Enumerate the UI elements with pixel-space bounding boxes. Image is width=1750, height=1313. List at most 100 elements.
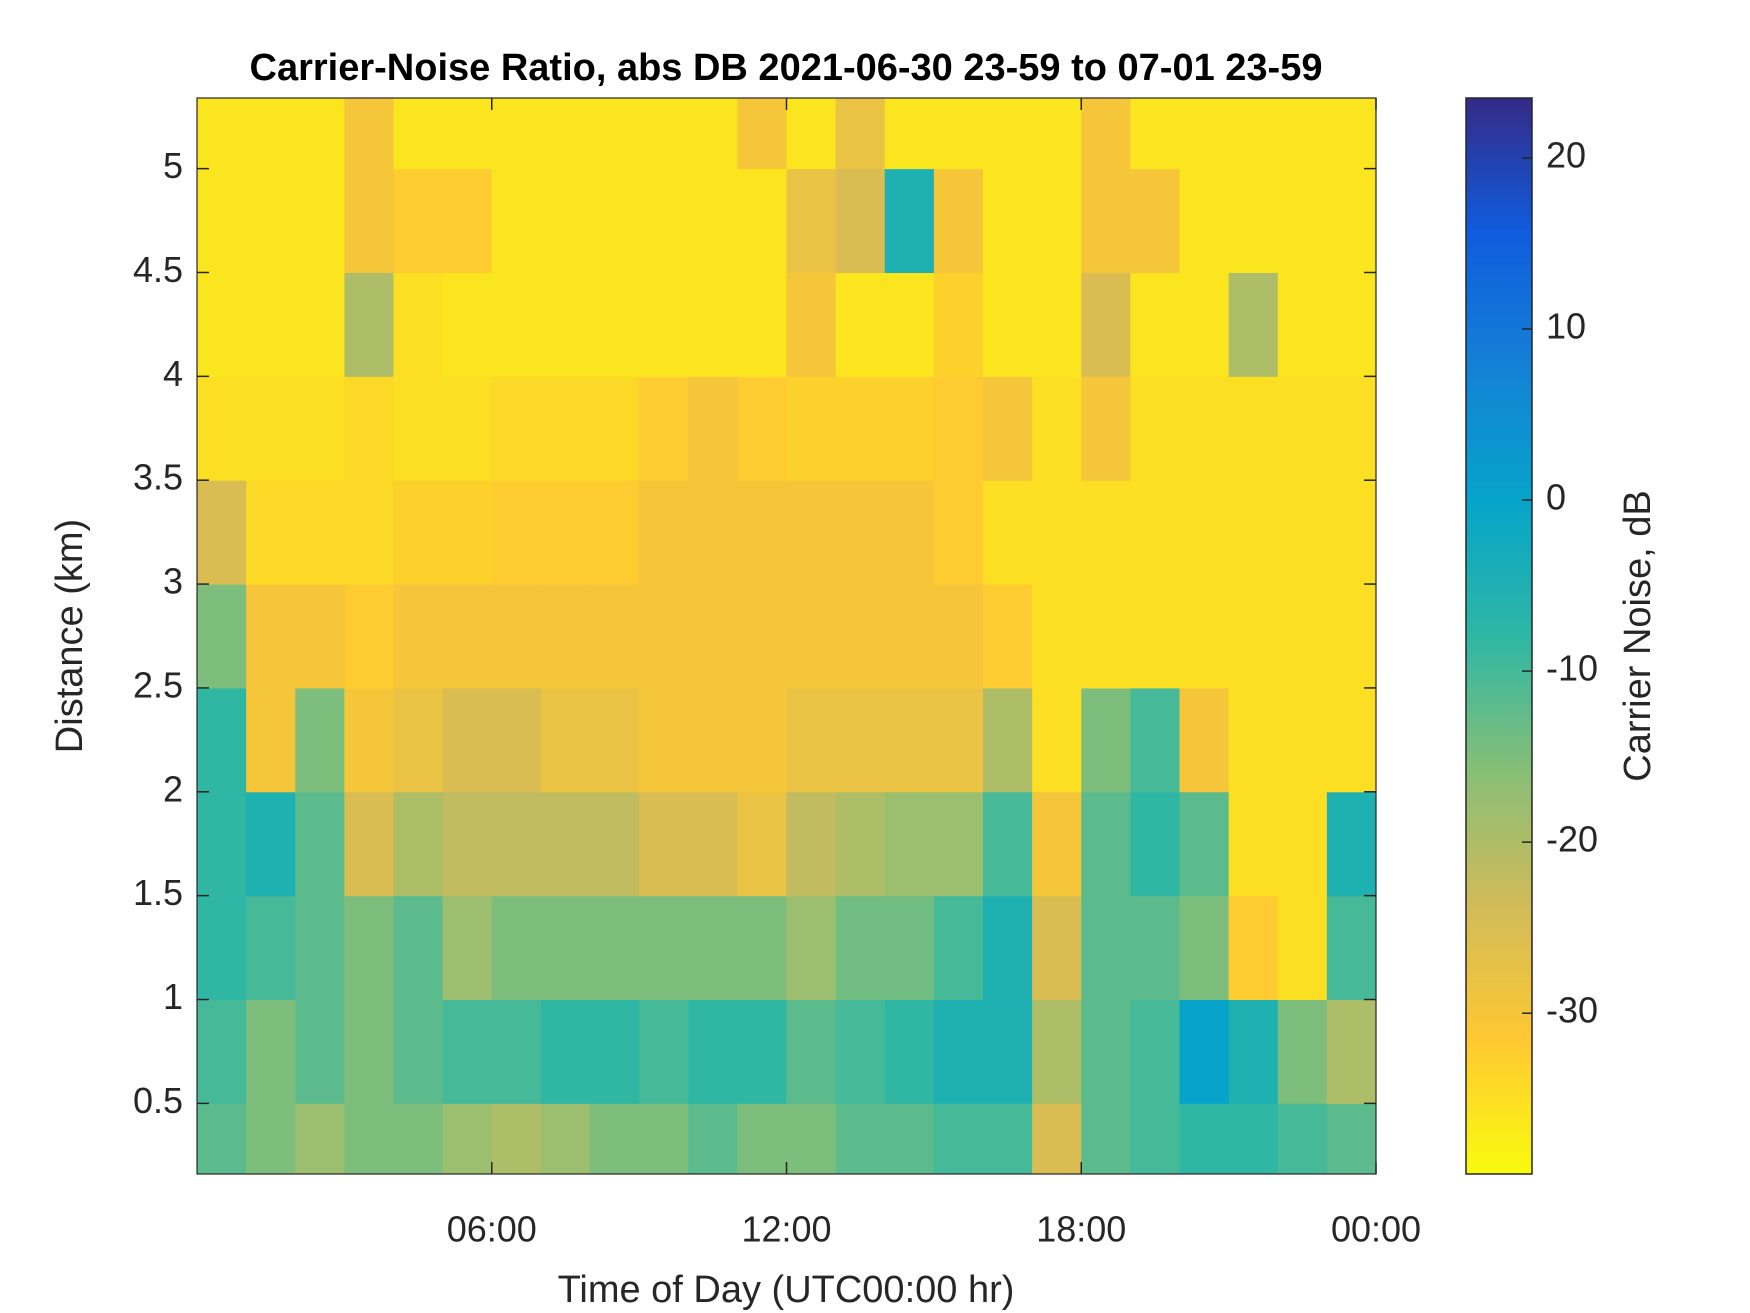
heatmap-cell	[983, 272, 1033, 377]
heatmap-cell	[884, 98, 935, 170]
heatmap-cell	[1277, 791, 1328, 897]
heatmap-cell	[688, 376, 738, 481]
heatmap-cell	[884, 791, 935, 897]
heatmap-cell	[295, 168, 345, 273]
heatmap-cell	[590, 272, 640, 377]
heatmap-cell	[491, 98, 542, 170]
heatmap-cell	[688, 895, 738, 1001]
heatmap-cell	[737, 272, 787, 377]
heatmap-cell	[1179, 480, 1230, 585]
heatmap-cell	[1326, 1103, 1376, 1174]
heatmap-cell	[639, 480, 689, 585]
heatmap-cell	[1130, 480, 1180, 585]
heatmap-cell	[1228, 1103, 1279, 1174]
heatmap-cell	[786, 272, 837, 377]
heatmap-cell	[639, 376, 689, 481]
heatmap-cell	[835, 791, 886, 897]
heatmap-cell	[1179, 376, 1230, 481]
heatmap-cell	[344, 999, 394, 1104]
heatmap-cell	[491, 999, 542, 1104]
heatmap-cell	[246, 687, 296, 793]
heatmap-cell	[688, 168, 738, 273]
heatmap-cell	[933, 1103, 984, 1174]
heatmap-cell	[1081, 98, 1131, 170]
heatmap-cell	[295, 272, 345, 377]
heatmap-cell	[295, 791, 345, 897]
heatmap-cell	[590, 791, 640, 897]
heatmap-cell	[590, 687, 640, 793]
heatmap-cell	[639, 999, 689, 1104]
heatmap-cell	[442, 584, 493, 689]
heatmap-cell	[442, 376, 493, 481]
heatmap-cell	[1032, 584, 1082, 689]
heatmap-cell	[393, 480, 444, 585]
y-tick-label: 1.5	[133, 872, 183, 913]
heatmap-cell	[197, 895, 247, 1001]
heatmap-cell	[197, 168, 247, 273]
heatmap-cell	[933, 791, 984, 897]
heatmap-cell	[1130, 272, 1180, 377]
colorbar-tick-label: 10	[1546, 305, 1586, 346]
heatmap-cell	[1228, 168, 1279, 273]
heatmap-cell	[688, 999, 738, 1104]
heatmap-cell	[1130, 98, 1180, 170]
heatmap-cell	[639, 687, 689, 793]
heatmap-cell	[442, 168, 493, 273]
heatmap-cell	[688, 791, 738, 897]
heatmap-cell	[246, 98, 296, 170]
heatmap-cell	[884, 687, 935, 793]
heatmap-cell	[197, 1103, 247, 1174]
heatmap-cell	[786, 480, 837, 585]
heatmap-cell	[491, 376, 542, 481]
heatmap-cell	[295, 895, 345, 1001]
heatmap-cell	[393, 376, 444, 481]
heatmap-cell	[246, 584, 296, 689]
heatmap-cell	[540, 480, 591, 585]
heatmap-cell	[983, 376, 1033, 481]
heatmap-cell	[983, 480, 1033, 585]
heatmap-cell	[590, 999, 640, 1104]
heatmap-cell	[737, 791, 787, 897]
heatmap-cell	[295, 98, 345, 170]
colorbar-label: Carrier Noise, dB	[1617, 490, 1659, 781]
heatmap-cell	[344, 791, 394, 897]
heatmap-cell	[786, 791, 837, 897]
heatmap-cell	[737, 999, 787, 1104]
heatmap-cell	[1130, 1103, 1180, 1174]
heatmap-cell	[246, 999, 296, 1104]
heatmap-cell	[933, 98, 984, 170]
heatmap-cell	[246, 895, 296, 1001]
heatmap-cell	[688, 687, 738, 793]
heatmap-cell	[1032, 1103, 1082, 1174]
heatmap-cell	[1032, 168, 1082, 273]
heatmap-cell	[344, 584, 394, 689]
y-axis-label: Distance (km)	[49, 519, 91, 753]
heatmap-cell	[540, 98, 591, 170]
heatmap-cell	[835, 272, 886, 377]
heatmap-cell	[442, 895, 493, 1001]
heatmap-cell	[491, 1103, 542, 1174]
heatmap-cell	[344, 480, 394, 585]
heatmap-cell	[344, 1103, 394, 1174]
heatmap-cell	[639, 272, 689, 377]
heatmap-cell	[983, 687, 1033, 793]
heatmap-cell	[1326, 999, 1376, 1104]
heatmap-cell	[1228, 480, 1279, 585]
heatmap-cell	[1228, 791, 1279, 897]
heatmap-cell	[1326, 584, 1376, 689]
heatmap-cell	[295, 584, 345, 689]
heatmap-cell	[1228, 999, 1279, 1104]
heatmap-cell	[540, 895, 591, 1001]
heatmap-cell	[737, 1103, 787, 1174]
heatmap-cell	[442, 687, 493, 793]
heatmap-cell	[540, 376, 591, 481]
y-tick-label: 2.5	[133, 664, 183, 705]
heatmap-cell	[197, 791, 247, 897]
heatmap-cell	[688, 1103, 738, 1174]
heatmap-cell	[1130, 791, 1180, 897]
heatmap-cell	[737, 168, 787, 273]
heatmap-cell	[1277, 1103, 1328, 1174]
heatmap-cell	[1326, 168, 1376, 273]
heatmap-cell	[1326, 791, 1376, 897]
heatmap-cell	[688, 584, 738, 689]
